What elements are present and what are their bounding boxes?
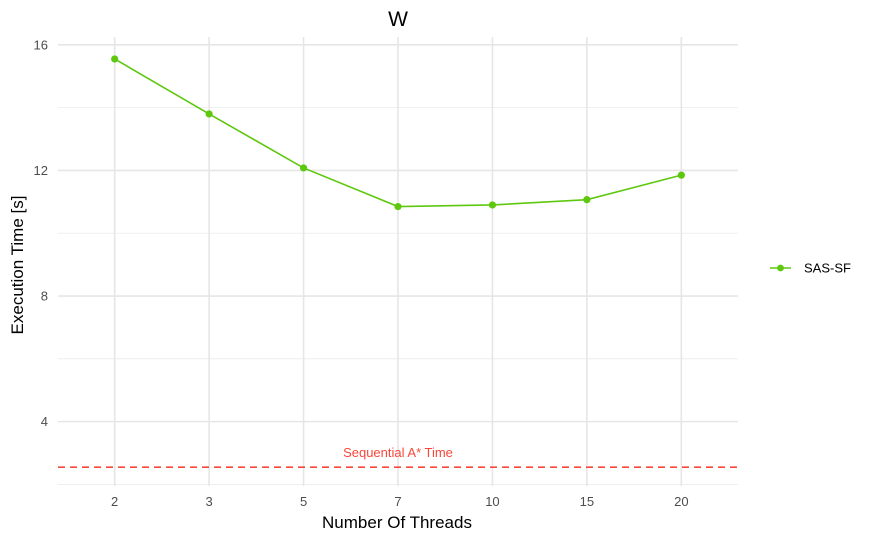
reference-line-label: Sequential A* Time <box>343 445 453 460</box>
y-tick-labels: 4 8 12 16 <box>34 37 48 429</box>
x-tick-label: 7 <box>394 494 401 509</box>
series-group <box>111 55 685 211</box>
x-axis-title: Number Of Threads <box>322 513 472 532</box>
data-point <box>583 196 591 204</box>
legend-label-sas-sf: SAS-SF <box>804 261 851 276</box>
y-tick-label: 12 <box>34 163 48 178</box>
data-point <box>394 202 402 211</box>
x-tick-label: 15 <box>580 494 594 509</box>
x-tick-label: 5 <box>300 494 307 509</box>
legend: SAS-SF <box>770 261 851 276</box>
reference-line-group: Sequential A* Time <box>58 445 738 468</box>
data-point <box>299 164 308 172</box>
y-axis-title: Execution Time [s] <box>8 196 27 335</box>
x-tick-label: 20 <box>674 494 688 509</box>
data-point <box>488 201 497 209</box>
x-tick-labels: 2 3 5 7 10 15 20 <box>111 494 689 509</box>
x-tick-label: 3 <box>205 494 212 509</box>
data-point <box>677 171 685 179</box>
major-gridlines <box>58 37 738 486</box>
x-tick-label: 10 <box>485 494 499 509</box>
y-tick-label: 4 <box>41 414 48 429</box>
x-tick-label: 2 <box>111 494 118 509</box>
legend-key-point <box>777 264 784 272</box>
data-point <box>205 110 213 118</box>
y-tick-label: 8 <box>41 289 48 304</box>
chart-title: W <box>388 8 408 31</box>
y-tick-label: 16 <box>34 37 48 52</box>
data-point <box>111 55 119 63</box>
